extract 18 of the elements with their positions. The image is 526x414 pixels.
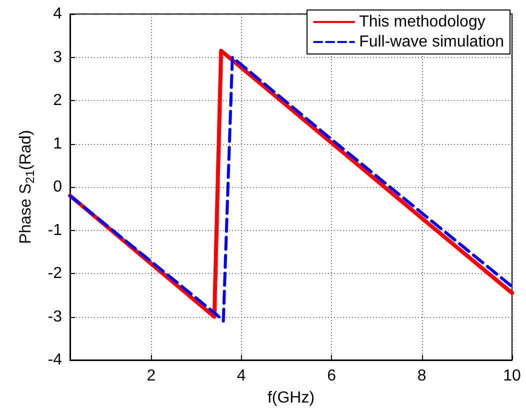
legend-label: This methodology [359, 14, 486, 30]
y-tick-label: -4 [48, 352, 62, 368]
y-tick-label: 2 [53, 92, 62, 109]
x-axis-title: f(GHz) [267, 390, 315, 406]
y-tick-label: 4 [53, 6, 62, 22]
y-tick-label: -1 [48, 222, 62, 239]
x-tick-label: 4 [236, 368, 246, 384]
y-tick-label: 0 [53, 178, 62, 196]
y-tick-label: 1 [53, 135, 62, 152]
y-tick-label: 3 [53, 48, 62, 66]
x-tick-label: 2 [146, 368, 156, 384]
x-tick-label: 8 [417, 368, 426, 384]
y-tick-label: -2 [48, 265, 62, 282]
y-axis-title: Phase S21(Rad) [18, 130, 37, 244]
legend-label: Full-wave simulation [359, 34, 504, 50]
y-tick-label: -3 [48, 308, 62, 326]
x-tick-label: 10 [503, 368, 521, 384]
x-tick-label: 6 [327, 368, 336, 384]
